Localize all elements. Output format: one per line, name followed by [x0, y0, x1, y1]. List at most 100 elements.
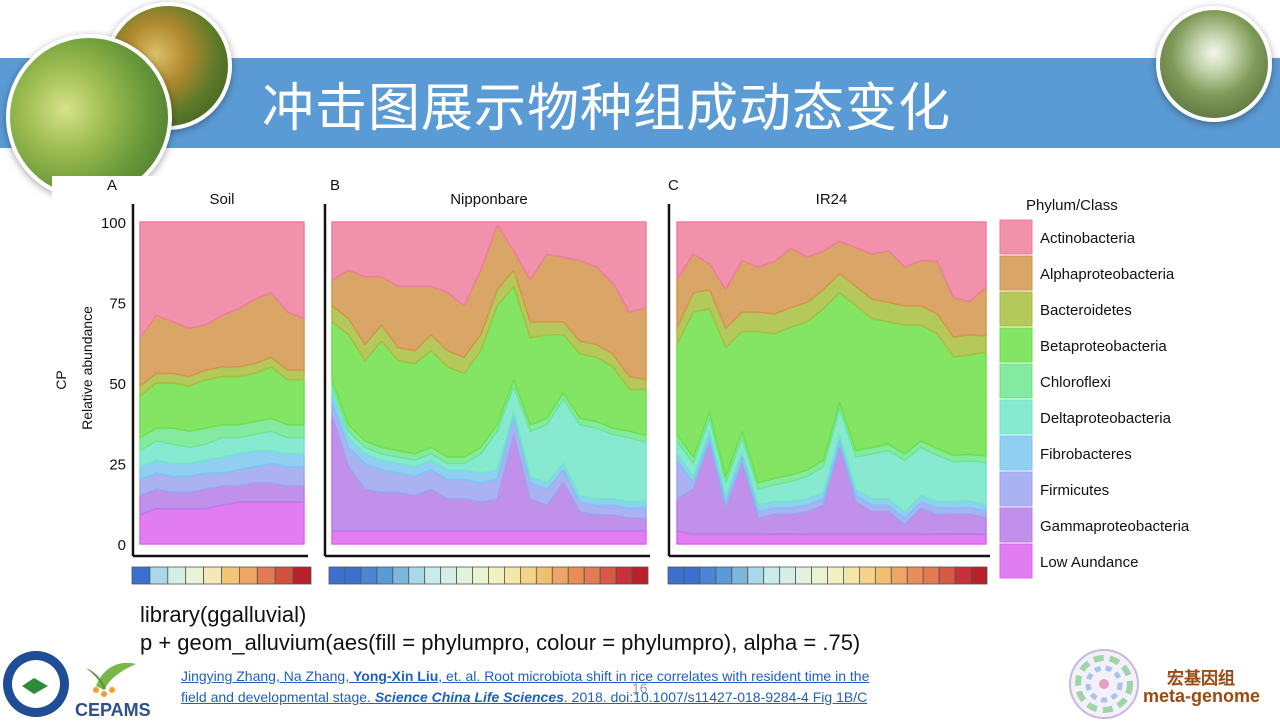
timeline-swatch	[376, 566, 394, 585]
legend-label: Actinobacteria	[1040, 230, 1136, 247]
timeline-swatch	[667, 566, 685, 585]
legend-title: Phylum/Class	[1026, 197, 1118, 214]
legend-swatch	[999, 399, 1033, 435]
timeline-swatch	[185, 566, 204, 585]
legend-swatch	[999, 291, 1033, 327]
legend-swatch	[999, 543, 1033, 579]
legend-label: Firmicutes	[1040, 482, 1109, 499]
reference-title: , et. al. Root microbiota shift in rice …	[438, 668, 870, 684]
timeline-swatch	[149, 566, 169, 585]
timeline-swatch	[256, 566, 276, 585]
legend-label: Low Aundance	[1040, 554, 1138, 571]
legend-label: Gammaproteobacteria	[1040, 518, 1190, 535]
panel-title: Soil	[209, 191, 234, 208]
panel-letter: A	[107, 177, 117, 194]
timeline-swatch	[472, 566, 489, 585]
timeline-swatch	[131, 566, 151, 585]
reference-author-bold: Yong-Xin Liu	[353, 668, 439, 684]
panel-title: IR24	[816, 191, 848, 208]
timeline-swatch	[763, 566, 781, 585]
timeline-swatch	[328, 566, 346, 585]
timeline-swatch	[922, 566, 940, 585]
timeline-swatch	[890, 566, 908, 585]
timeline-swatch	[631, 566, 649, 585]
reference-title-end: field and developmental stage.	[181, 689, 375, 705]
legend-swatch	[999, 219, 1033, 255]
timeline-swatch	[827, 566, 844, 585]
area-actinobacteria	[331, 221, 647, 313]
timeline-swatch	[408, 566, 426, 585]
y-tick-label: 0	[118, 537, 126, 554]
timeline-swatch	[615, 566, 633, 585]
code-line-2: p + geom_alluvium(aes(fill = phylumpro, …	[140, 630, 861, 655]
timeline-swatch	[440, 566, 457, 585]
timeline-swatch	[488, 566, 505, 585]
institution-logos	[3, 651, 136, 717]
y-axis-label: Relative abundance	[79, 306, 95, 430]
timeline-swatch	[874, 566, 892, 585]
y-tick-label: 50	[109, 376, 126, 393]
timeline-swatch	[274, 566, 294, 585]
timeline-swatch	[167, 566, 187, 585]
legend-label: Alphaproteobacteria	[1040, 266, 1175, 283]
timeline-swatch	[779, 566, 797, 585]
panel-ir24: C IR24	[667, 177, 990, 585]
chart-panels: 0 25 50 75 100 A Soil B Nipponbare C IR24	[101, 177, 990, 585]
chart-legend: Phylum/Class Actinobacteria Alphaproteoba…	[999, 197, 1190, 579]
timeline-swatch	[699, 566, 717, 585]
cepams-logo-icon	[96, 662, 136, 690]
y-tick-label: 100	[101, 215, 126, 232]
timeline-swatch	[221, 566, 240, 585]
timeline-swatch	[599, 566, 617, 585]
legend-label: Betaproteobacteria	[1040, 338, 1167, 355]
timeline-swatch	[203, 566, 222, 585]
legend-swatch	[999, 327, 1033, 363]
y-tick-label: 75	[109, 296, 126, 313]
page-number: 16	[632, 680, 648, 696]
timeline-swatch	[392, 566, 410, 585]
reference-authors: Jingying Zhang, Na Zhang,	[181, 668, 353, 684]
reference-journal: Science China Life Sciences	[374, 689, 564, 705]
meta-genome-logo-icon	[1069, 649, 1139, 719]
legend-swatch	[999, 507, 1033, 543]
legend-label: Deltaproteobacteria	[1040, 410, 1172, 427]
y-tick-label: 25	[109, 457, 126, 474]
code-line-1: library(ggalluvial)	[140, 602, 307, 627]
timeline-swatch	[954, 566, 972, 585]
timeline-swatch	[551, 566, 569, 585]
reference-line-1[interactable]: Jingying Zhang, Na Zhang, Yong-Xin Liu, …	[181, 668, 869, 684]
panel-nipponbare: B Nipponbare	[323, 177, 650, 585]
timeline-swatch	[583, 566, 601, 585]
timeline-swatch	[238, 566, 258, 585]
timeline-swatch	[906, 566, 924, 585]
timeline-swatch	[683, 566, 701, 585]
arabidopsis-photo	[1156, 6, 1272, 122]
timeline-swatch	[535, 566, 553, 585]
legend-swatch	[999, 435, 1033, 471]
timeline-swatch	[292, 566, 312, 585]
slide-title: 冲击图展示物种组成动态变化	[262, 79, 952, 139]
timeline-swatch	[424, 566, 442, 585]
timeline-swatch	[715, 566, 733, 585]
reference-line-2[interactable]: field and developmental stage. Science C…	[181, 689, 867, 705]
timeline-swatch	[344, 566, 362, 585]
timeline-swatch	[843, 566, 860, 585]
timeline-swatch	[859, 566, 876, 585]
legend-label: Chloroflexi	[1040, 374, 1111, 391]
cepams-label: CEPAMS	[75, 700, 151, 720]
timeline-swatch	[938, 566, 956, 585]
timeline-swatch	[360, 566, 378, 585]
legend-swatch	[999, 363, 1033, 399]
timeline-swatch	[504, 566, 521, 585]
timeline-swatch	[456, 566, 473, 585]
reference-doi: . 2018. doi:10.1007/s11427-018-9284-4 Fi…	[563, 689, 868, 705]
area-actinobacteria	[676, 221, 987, 303]
panel-letter: C	[668, 177, 679, 194]
meta-genome-en: meta-genome	[1143, 686, 1261, 706]
legend-label: Fibrobacteres	[1040, 446, 1132, 463]
timeline-swatch	[520, 566, 537, 585]
timeline-swatch	[811, 566, 828, 585]
area-actinobacteria	[139, 221, 305, 339]
legend-swatch	[999, 471, 1033, 507]
